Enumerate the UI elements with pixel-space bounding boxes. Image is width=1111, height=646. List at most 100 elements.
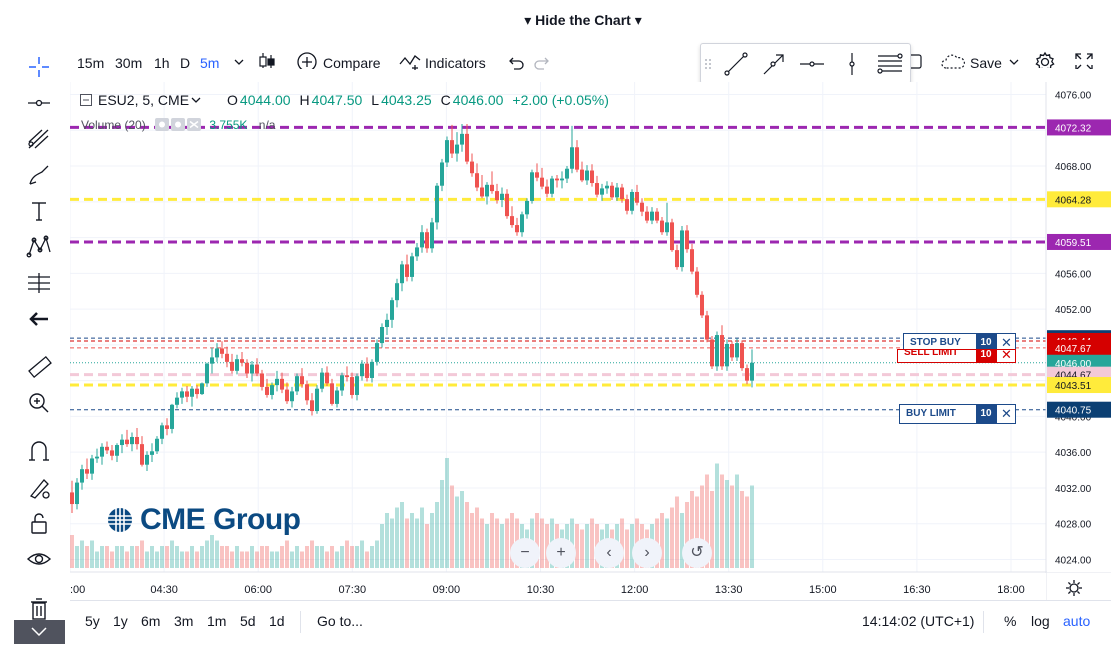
candle-body bbox=[70, 492, 74, 505]
collapse-sidebar-button[interactable] bbox=[14, 620, 65, 644]
legend-controls-icon[interactable] bbox=[155, 118, 203, 131]
chevron-down-icon[interactable] bbox=[1008, 56, 1020, 74]
volume-bar bbox=[400, 502, 404, 568]
volume-bar bbox=[80, 540, 84, 568]
buy-limit-qty[interactable]: 10 bbox=[976, 405, 996, 423]
candle-body bbox=[170, 404, 174, 429]
ruler-icon[interactable] bbox=[22, 352, 56, 382]
volume-bar bbox=[185, 551, 189, 568]
range-1m[interactable]: 1m bbox=[207, 613, 227, 629]
candle-body bbox=[360, 363, 364, 377]
eye-icon[interactable] bbox=[22, 544, 56, 574]
chevron-down-icon[interactable] bbox=[191, 95, 201, 105]
candle-body bbox=[690, 249, 694, 272]
indicators-button[interactable]: Indicators bbox=[425, 55, 486, 71]
clock-time[interactable]: 14:14:02 (UTC+1) bbox=[862, 613, 975, 629]
magnet-icon[interactable] bbox=[22, 436, 56, 466]
candle-type-icon[interactable] bbox=[256, 50, 278, 68]
close-icon[interactable]: ✕ bbox=[996, 405, 1016, 423]
gear-icon[interactable] bbox=[1033, 50, 1057, 68]
fullscreen-icon[interactable] bbox=[1073, 51, 1095, 69]
time-axis[interactable] bbox=[70, 573, 1046, 600]
price-chart[interactable]: 4076.004072.004068.004064.004060.004056.… bbox=[70, 82, 1111, 600]
interval-30m[interactable]: 30m bbox=[115, 55, 143, 71]
stop-buy-qty[interactable]: 10 bbox=[976, 334, 996, 352]
volume-bar bbox=[255, 551, 259, 568]
compare-button[interactable]: Compare bbox=[323, 55, 381, 71]
compare-plus-icon[interactable] bbox=[296, 51, 318, 69]
volume-bar bbox=[660, 513, 664, 568]
sell-limit-label: SELL LIMIT bbox=[904, 349, 959, 358]
text-icon[interactable] bbox=[22, 196, 56, 226]
lock-drawings-icon[interactable] bbox=[22, 472, 56, 502]
save-button[interactable]: Save bbox=[970, 55, 1002, 71]
interval-5m[interactable]: 5m bbox=[200, 55, 220, 71]
collapse-legend-icon[interactable] bbox=[80, 94, 92, 106]
candle-body bbox=[100, 446, 104, 457]
stop-buy-order[interactable]: STOP BUY 10 ✕ bbox=[903, 333, 1016, 353]
zoom-in-icon[interactable] bbox=[22, 388, 56, 418]
sell-limit-qty[interactable]: 10 bbox=[976, 350, 996, 362]
close-icon[interactable]: ✕ bbox=[996, 350, 1015, 362]
arrow-left-icon[interactable] bbox=[22, 304, 56, 334]
volume-bar bbox=[275, 551, 279, 568]
volume-bar bbox=[90, 540, 94, 568]
candle-body bbox=[735, 343, 739, 358]
undo-icon[interactable] bbox=[506, 53, 524, 71]
chevron-down-icon[interactable] bbox=[233, 56, 245, 74]
redo-icon[interactable] bbox=[534, 53, 552, 71]
interval-d[interactable]: D bbox=[180, 55, 191, 71]
vertical-line-icon[interactable] bbox=[834, 48, 870, 80]
measure-tool-icon[interactable] bbox=[22, 268, 56, 298]
drag-handle-icon[interactable] bbox=[703, 48, 713, 80]
arrow-line-icon[interactable] bbox=[756, 48, 792, 80]
range-1y[interactable]: 1y bbox=[113, 613, 128, 629]
zoom-out-button[interactable]: − bbox=[510, 538, 540, 568]
candle-body bbox=[250, 364, 254, 374]
percent-toggle[interactable]: % bbox=[1004, 613, 1017, 629]
log-toggle[interactable]: log bbox=[1031, 613, 1050, 629]
range-6m[interactable]: 6m bbox=[141, 613, 161, 629]
floating-drawing-toolbar bbox=[700, 43, 911, 84]
hide-chart-toggle[interactable]: ▾ Hide the Chart ▾ bbox=[524, 12, 642, 28]
buy-limit-order[interactable]: BUY LIMIT 10 ✕ bbox=[899, 404, 1016, 424]
pattern-icon[interactable] bbox=[22, 232, 56, 262]
price-axis[interactable] bbox=[1047, 82, 1111, 572]
brush-icon[interactable] bbox=[22, 160, 56, 190]
crosshair-icon[interactable] bbox=[22, 52, 56, 82]
chart-settings-icon[interactable] bbox=[1066, 580, 1082, 596]
close-value: 4046.00 bbox=[452, 92, 504, 108]
cloud-icon[interactable] bbox=[940, 52, 966, 70]
symbol-name[interactable]: ESU2, 5, CME bbox=[98, 92, 190, 108]
sell-limit-order[interactable]: SELL LIMIT 10 ✕ bbox=[897, 349, 1016, 363]
candle-body bbox=[555, 178, 559, 181]
lock-icon[interactable] bbox=[22, 508, 56, 538]
reset-chart-button[interactable]: ↺ bbox=[682, 538, 712, 568]
interval-15m[interactable]: 15m bbox=[77, 55, 105, 71]
price-tag-label: 4046.00 bbox=[1055, 359, 1092, 370]
zoom-in-button[interactable]: + bbox=[546, 538, 576, 568]
interval-1h[interactable]: 1h bbox=[154, 55, 170, 71]
trash-icon[interactable] bbox=[22, 594, 56, 624]
horizontal-ray-icon[interactable] bbox=[794, 48, 830, 80]
auto-toggle[interactable]: auto bbox=[1063, 613, 1091, 629]
top-bar: ▾ Hide the Chart ▾ bbox=[0, 0, 1111, 44]
candle-body bbox=[135, 436, 139, 445]
scroll-left-button[interactable]: ‹ bbox=[594, 538, 624, 568]
range-5y[interactable]: 5y bbox=[85, 613, 100, 629]
candle-body bbox=[745, 368, 749, 381]
scroll-right-button[interactable]: › bbox=[632, 538, 662, 568]
hide-chart-label[interactable]: Hide the Chart bbox=[535, 12, 631, 28]
horizontal-line-icon[interactable] bbox=[22, 88, 56, 118]
indicators-icon[interactable] bbox=[398, 52, 422, 70]
goto-button[interactable]: Go to... bbox=[317, 613, 363, 629]
close-icon[interactable]: ✕ bbox=[996, 334, 1016, 352]
trend-line-icon[interactable] bbox=[718, 48, 754, 80]
range-1d[interactable]: 1d bbox=[269, 613, 285, 629]
range-5d[interactable]: 5d bbox=[240, 613, 256, 629]
pitchfork-icon[interactable] bbox=[22, 124, 56, 154]
volume-label[interactable]: Volume (20) bbox=[81, 118, 146, 132]
candle-body bbox=[700, 294, 704, 316]
range-3m[interactable]: 3m bbox=[174, 613, 194, 629]
parallel-channel-icon[interactable] bbox=[872, 48, 908, 80]
